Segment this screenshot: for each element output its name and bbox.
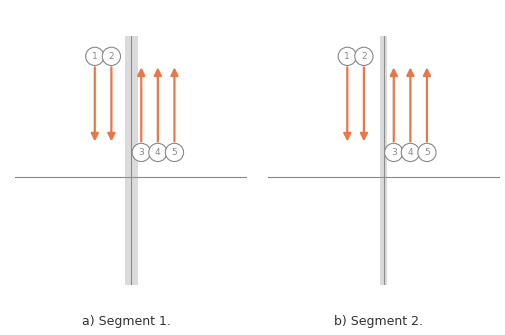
Text: 2: 2: [109, 52, 114, 61]
Text: 4: 4: [155, 148, 161, 157]
Circle shape: [165, 143, 184, 161]
Circle shape: [102, 47, 121, 65]
Text: 1: 1: [344, 52, 350, 61]
Circle shape: [418, 143, 436, 161]
Text: 3: 3: [138, 148, 144, 157]
Circle shape: [148, 143, 167, 161]
Text: b) Segment 2.: b) Segment 2.: [334, 315, 423, 328]
Circle shape: [385, 143, 403, 161]
Circle shape: [355, 47, 373, 65]
Text: 5: 5: [424, 148, 430, 157]
Circle shape: [401, 143, 420, 161]
Bar: [380, 37, 387, 285]
Circle shape: [86, 47, 104, 65]
Circle shape: [132, 143, 150, 161]
Text: 2: 2: [361, 52, 367, 61]
Text: 3: 3: [391, 148, 396, 157]
Bar: [125, 37, 138, 285]
Text: 1: 1: [92, 52, 97, 61]
Text: 5: 5: [172, 148, 177, 157]
Circle shape: [338, 47, 357, 65]
Text: a) Segment 1.: a) Segment 1.: [82, 315, 171, 328]
Text: 4: 4: [408, 148, 413, 157]
